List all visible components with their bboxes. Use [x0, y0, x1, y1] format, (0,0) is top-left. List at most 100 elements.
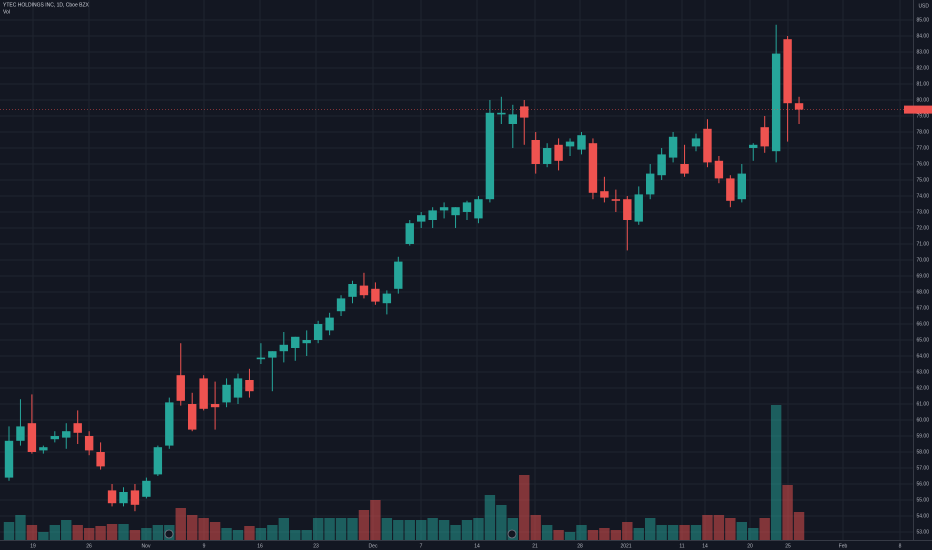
y-tick-label: 62.00 [916, 385, 929, 391]
y-tick-label: 77.00 [916, 145, 929, 151]
x-tick-label: 19 [30, 543, 36, 549]
y-tick-label: 67.00 [916, 305, 929, 311]
volume-bar [748, 528, 759, 540]
candle-body [73, 423, 82, 433]
y-tick-label: 80.00 [916, 97, 929, 103]
y-tick-label: 79.00 [916, 113, 929, 119]
volume-bar [118, 524, 129, 540]
candle-body [291, 336, 300, 348]
volume-bar [244, 526, 255, 540]
candle-body [634, 194, 643, 222]
volume-bar [106, 524, 118, 540]
volume-bar [175, 508, 186, 540]
volume-bar [370, 500, 381, 540]
candle-body [554, 144, 563, 161]
candle-body [485, 112, 495, 200]
volume-bar [3, 522, 15, 540]
candle-body [256, 357, 266, 360]
candle-body [657, 154, 666, 176]
x-tick-label: 2021 [620, 543, 631, 549]
volume-bar [38, 532, 49, 540]
x-tick-label: Dec [369, 543, 378, 549]
volume-bar [770, 405, 782, 540]
volume-bar [645, 518, 656, 540]
y-tick-label: 81.00 [916, 81, 929, 87]
x-tick-label: 7 [420, 543, 423, 549]
volume-bar [610, 530, 622, 540]
candle-body [668, 136, 678, 158]
candle-body [428, 210, 437, 220]
y-tick-label: 53.00 [916, 529, 929, 535]
candle-body [130, 490, 140, 505]
candle-body [96, 452, 105, 467]
candle-body [62, 431, 71, 438]
candle-body [27, 423, 37, 452]
candle-body [165, 402, 174, 446]
volume-bar [324, 518, 335, 540]
y-tick-label: 63.00 [916, 369, 929, 375]
x-tick-label: Nov [142, 543, 151, 549]
y-tick-label: 75.00 [916, 177, 929, 183]
volume-bar [335, 518, 347, 540]
candle-body [760, 127, 769, 147]
y-tick-label: 83.00 [916, 49, 929, 55]
candle-body [783, 39, 792, 104]
candle-body [794, 103, 804, 110]
candle-body [371, 288, 380, 302]
volume-bar [152, 525, 164, 540]
volume-layer [3, 405, 805, 540]
candle-body [462, 202, 472, 212]
y-tick-label: 65.00 [916, 337, 929, 343]
volume-bar [507, 518, 518, 540]
volume-bar [461, 520, 473, 540]
x-tick-label: 23 [313, 543, 319, 549]
x-tick-label: Feb [839, 543, 848, 549]
volume-bar [416, 520, 427, 540]
candle-body [588, 143, 598, 193]
volume-bar [736, 522, 747, 540]
y-tick-label: 61.00 [916, 401, 929, 407]
volume-bar [358, 510, 370, 540]
volume-bar [564, 532, 576, 540]
volume-bar [312, 518, 324, 540]
volume-bar [656, 525, 667, 540]
volume-bar [427, 518, 438, 540]
volume-bar [49, 525, 60, 540]
candle-body [142, 480, 151, 497]
volume-bar [15, 515, 26, 540]
candle-body [405, 223, 414, 244]
volume-bar [496, 505, 507, 540]
volume-bar [702, 515, 713, 540]
x-tick-label: 14 [702, 543, 708, 549]
y-tick-label: 70.00 [916, 257, 929, 263]
candle-body [50, 436, 59, 440]
candle-body [210, 404, 220, 408]
y-tick-label: 84.00 [916, 33, 929, 39]
candle-body [474, 199, 483, 219]
candle-body [531, 140, 540, 164]
y-tick-label: 76.00 [916, 161, 929, 167]
y-tick-label: 72.00 [916, 225, 929, 231]
candle-body [565, 141, 575, 147]
candle-body [359, 285, 369, 296]
candle-body [577, 135, 586, 150]
candle-body [199, 378, 208, 409]
volume-bar [541, 525, 553, 540]
candle-body [313, 324, 323, 340]
y-tick-label: 57.00 [916, 465, 929, 471]
candle-body [39, 447, 48, 451]
currency-label: USD [918, 3, 929, 9]
candle-body [268, 351, 277, 358]
y-tick-label: 64.00 [916, 353, 929, 359]
volume-bar [129, 530, 141, 540]
volume-bar [209, 522, 221, 540]
volume-bar [232, 530, 244, 540]
y-tick-label: 55.00 [916, 497, 929, 503]
volume-bar [301, 530, 312, 540]
volume-bar [484, 495, 496, 540]
volume-bar [587, 530, 599, 540]
volume-bar [72, 525, 83, 540]
candle-body [233, 378, 243, 398]
y-tick-label: 71.00 [916, 241, 929, 247]
